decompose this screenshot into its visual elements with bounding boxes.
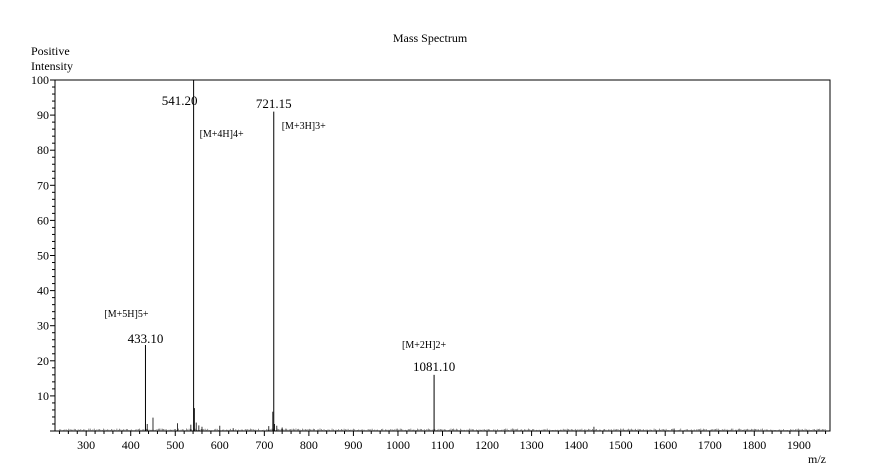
peak-ion-label: [M+5H]5+ — [104, 309, 148, 320]
peak-ion-label: [M+3H]3+ — [282, 121, 326, 132]
y-tick-label: 20 — [37, 354, 49, 368]
y-axis-label-line2: Intensity — [31, 59, 73, 73]
peak-mz-label: 433.10 — [128, 331, 164, 346]
y-tick-label: 100 — [31, 73, 49, 87]
y-tick-label: 10 — [37, 389, 49, 403]
x-tick-label: 1400 — [564, 438, 588, 452]
x-tick-label: 700 — [255, 438, 273, 452]
plot-frame — [54, 79, 831, 432]
y-tick-label: 90 — [37, 108, 49, 122]
x-tick-label: 800 — [300, 438, 318, 452]
x-tick-label: 300 — [77, 438, 95, 452]
peak-ion-label: [M+2H]2+ — [402, 340, 446, 351]
x-tick-label: 1000 — [386, 438, 410, 452]
x-tick-label: 900 — [344, 438, 362, 452]
x-axis-label: m/z — [808, 452, 826, 466]
x-axis: 300 400 500 600 700 800 900 1000 1100 1200 1300 140… — [58, 431, 827, 452]
x-tick-label: 1700 — [698, 438, 722, 452]
y-tick-label: 60 — [37, 213, 49, 227]
y-tick-label: 70 — [37, 178, 49, 192]
x-tick-label: 600 — [211, 438, 229, 452]
peak-ion-label: [M+4H]4+ — [200, 129, 244, 140]
peak-mz-label: 541.20 — [162, 93, 198, 108]
y-axis: 10 20 30 40 50 60 70 80 90 100 — [31, 73, 55, 432]
x-tick-label: 400 — [122, 438, 140, 452]
x-tick-label: 1300 — [520, 438, 544, 452]
peak-mz-label: 721.15 — [256, 96, 292, 111]
y-tick-label: 50 — [37, 249, 49, 263]
y-tick-label: 40 — [37, 284, 49, 298]
peaks — [59, 80, 826, 431]
x-tick-label: 1600 — [653, 438, 677, 452]
peak-mz-label: 1081.10 — [413, 359, 455, 374]
peak-annotations: 541.20 721.15 433.10 1081.10 [M+4H]4+ [M+3H]3… — [104, 93, 455, 374]
x-tick-label: 500 — [166, 438, 184, 452]
x-tick-label: 1200 — [475, 438, 499, 452]
x-tick-label: 1500 — [609, 438, 633, 452]
x-tick-label: 1100 — [431, 438, 455, 452]
chart-title: Mass Spectrum — [393, 31, 468, 45]
y-tick-label: 80 — [37, 143, 49, 157]
x-tick-label: 1800 — [742, 438, 766, 452]
y-tick-label: 30 — [37, 319, 49, 333]
x-tick-label: 1900 — [787, 438, 811, 452]
y-axis-label-line1: Positive — [31, 44, 70, 58]
